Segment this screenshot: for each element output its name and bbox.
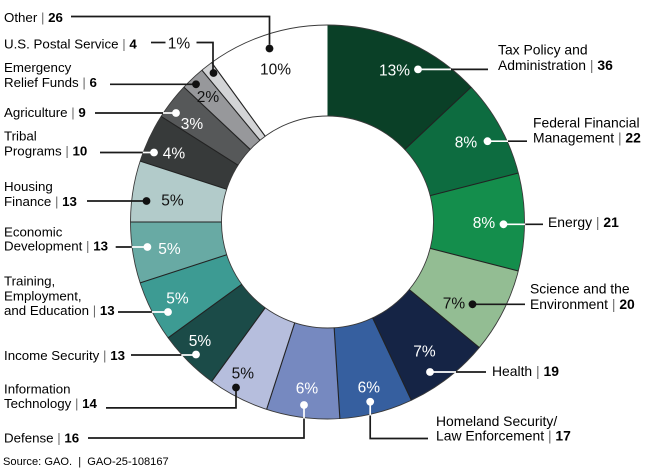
svg-text:Programs | 10: Programs | 10 [4,144,87,159]
svg-text:Training,: Training, [4,274,55,289]
svg-text:Development | 13: Development | 13 [4,239,108,254]
svg-text:Tax Policy and: Tax Policy and [498,42,588,58]
svg-text:Housing: Housing [4,179,53,194]
svg-text:Energy | 21: Energy | 21 [548,214,619,230]
svg-text:Defense | 16: Defense | 16 [4,431,79,446]
svg-text:Economic: Economic [4,225,63,240]
svg-text:Health | 19: Health | 19 [492,363,559,379]
svg-text:Other | 26: Other | 26 [4,10,63,25]
svg-text:Agriculture | 9: Agriculture | 9 [4,105,86,120]
svg-text:10%: 10% [260,62,291,79]
svg-text:1%: 1% [168,36,191,53]
svg-text:3%: 3% [181,116,204,133]
svg-text:Management | 22: Management | 22 [533,130,641,146]
svg-text:7%: 7% [443,296,466,313]
svg-text:6%: 6% [358,380,381,397]
svg-text:Science and the: Science and the [530,281,630,297]
svg-text:Federal Financial: Federal Financial [533,115,640,131]
svg-text:Income Security | 13: Income Security | 13 [4,348,125,363]
svg-text:Technology | 14: Technology | 14 [4,396,98,411]
svg-text:6%: 6% [296,381,319,398]
svg-text:Emergency: Emergency [4,60,72,75]
svg-text:Tribal: Tribal [4,129,37,144]
svg-text:5%: 5% [166,291,189,308]
svg-text:5%: 5% [232,366,255,383]
svg-text:13%: 13% [379,63,410,80]
svg-text:5%: 5% [158,241,181,258]
svg-text:Finance | 13: Finance | 13 [4,194,77,209]
svg-text:and Education | 13: and Education | 13 [4,303,115,318]
svg-text:U.S. Postal Service | 4: U.S. Postal Service | 4 [4,37,137,52]
svg-text:Employment,: Employment, [4,288,82,303]
svg-text:Law Enforcement | 17: Law Enforcement | 17 [436,428,571,444]
svg-text:8%: 8% [473,215,496,232]
svg-text:Homeland Security/: Homeland Security/ [436,413,557,429]
svg-text:Information: Information [4,382,71,397]
svg-text:Relief Funds | 6: Relief Funds | 6 [4,75,97,90]
svg-text:Source: GAO. | GAO-25-108167: Source: GAO. | GAO-25-108167 [3,456,169,468]
svg-text:7%: 7% [413,344,436,361]
svg-text:5%: 5% [161,193,184,210]
svg-text:Administration | 36: Administration | 36 [498,57,613,73]
svg-text:4%: 4% [163,146,186,163]
svg-text:8%: 8% [455,135,478,152]
svg-text:2%: 2% [197,89,220,106]
svg-text:5%: 5% [189,333,212,350]
svg-text:Environment | 20: Environment | 20 [530,296,635,312]
